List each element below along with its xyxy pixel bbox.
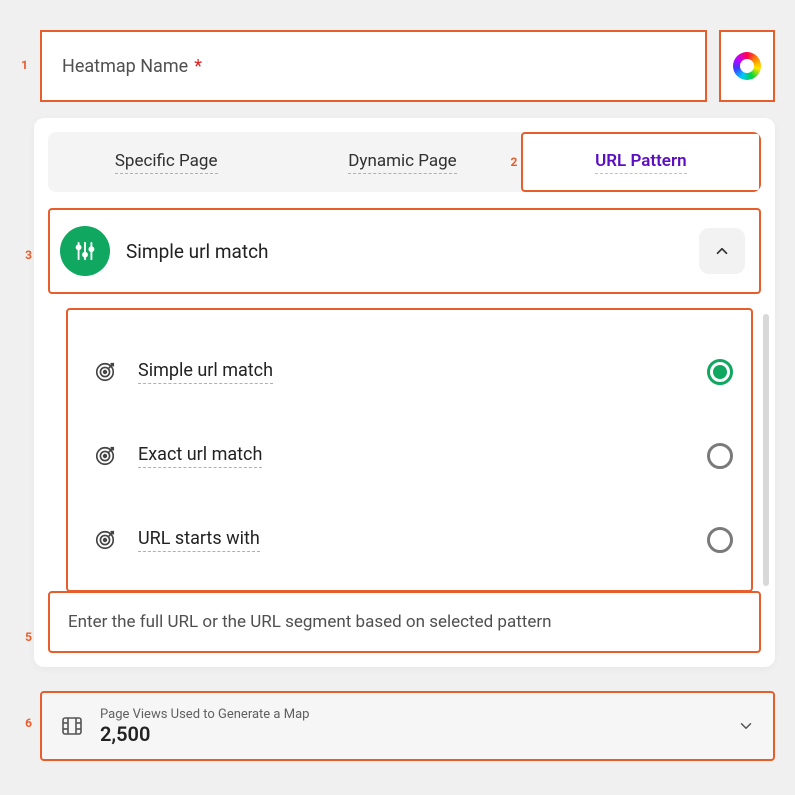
tab-specific-page[interactable]: Specific Page bbox=[48, 132, 284, 192]
chevron-down-icon bbox=[737, 717, 755, 735]
config-card: Specific Page Dynamic Page 2 URL Pattern… bbox=[34, 118, 775, 667]
page-views-value: 2,500 bbox=[100, 722, 150, 746]
tab-label: URL Pattern bbox=[595, 151, 687, 174]
tab-label: Specific Page bbox=[115, 151, 218, 174]
target-icon bbox=[94, 361, 116, 383]
url-pattern-input[interactable]: Enter the full URL or the URL segment ba… bbox=[48, 591, 761, 653]
film-icon bbox=[60, 714, 84, 738]
match-options-panel: Simple url match Exact url match URL sta… bbox=[66, 308, 753, 592]
annotation-6: 6 bbox=[20, 716, 32, 730]
target-icon bbox=[94, 445, 116, 467]
option-simple-url[interactable]: Simple url match bbox=[94, 330, 733, 414]
radio-selected[interactable] bbox=[707, 359, 733, 385]
color-picker-button[interactable] bbox=[719, 30, 775, 102]
option-label: Exact url match bbox=[138, 444, 262, 468]
options-scrollbar[interactable] bbox=[763, 314, 769, 586]
radio-unselected[interactable] bbox=[707, 443, 733, 469]
annotation-3: 3 bbox=[20, 248, 32, 262]
page-views-selector[interactable]: Page Views Used to Generate a Map 2,500 bbox=[40, 691, 775, 761]
required-asterisk: * bbox=[194, 56, 202, 77]
chevron-up-icon bbox=[713, 242, 731, 260]
annotation-1: 1 bbox=[16, 58, 28, 72]
heatmap-name-field[interactable]: Heatmap Name * bbox=[40, 30, 707, 102]
annotation-5: 5 bbox=[20, 630, 32, 644]
page-views-caption: Page Views Used to Generate a Map bbox=[100, 707, 309, 722]
target-icon bbox=[94, 529, 116, 551]
option-label: Simple url match bbox=[138, 360, 273, 384]
option-starts-with[interactable]: URL starts with bbox=[94, 498, 733, 582]
collapse-button[interactable] bbox=[699, 228, 745, 274]
url-input-placeholder: Enter the full URL or the URL segment ba… bbox=[68, 612, 552, 632]
color-wheel-icon bbox=[733, 52, 761, 80]
option-label: URL starts with bbox=[138, 528, 260, 552]
tab-dynamic-page[interactable]: Dynamic Page bbox=[284, 132, 520, 192]
tab-label: Dynamic Page bbox=[348, 151, 456, 174]
match-type-dropdown[interactable]: Simple url match bbox=[48, 208, 761, 294]
option-exact-url[interactable]: Exact url match bbox=[94, 414, 733, 498]
radio-unselected[interactable] bbox=[707, 527, 733, 553]
tab-url-pattern[interactable]: URL Pattern bbox=[521, 132, 761, 192]
target-type-tabs: Specific Page Dynamic Page 2 URL Pattern bbox=[48, 132, 761, 192]
sliders-icon bbox=[60, 226, 110, 276]
heatmap-name-placeholder: Heatmap Name bbox=[62, 56, 188, 77]
annotation-2: 2 bbox=[510, 155, 517, 169]
dropdown-selected-label: Simple url match bbox=[126, 240, 683, 263]
